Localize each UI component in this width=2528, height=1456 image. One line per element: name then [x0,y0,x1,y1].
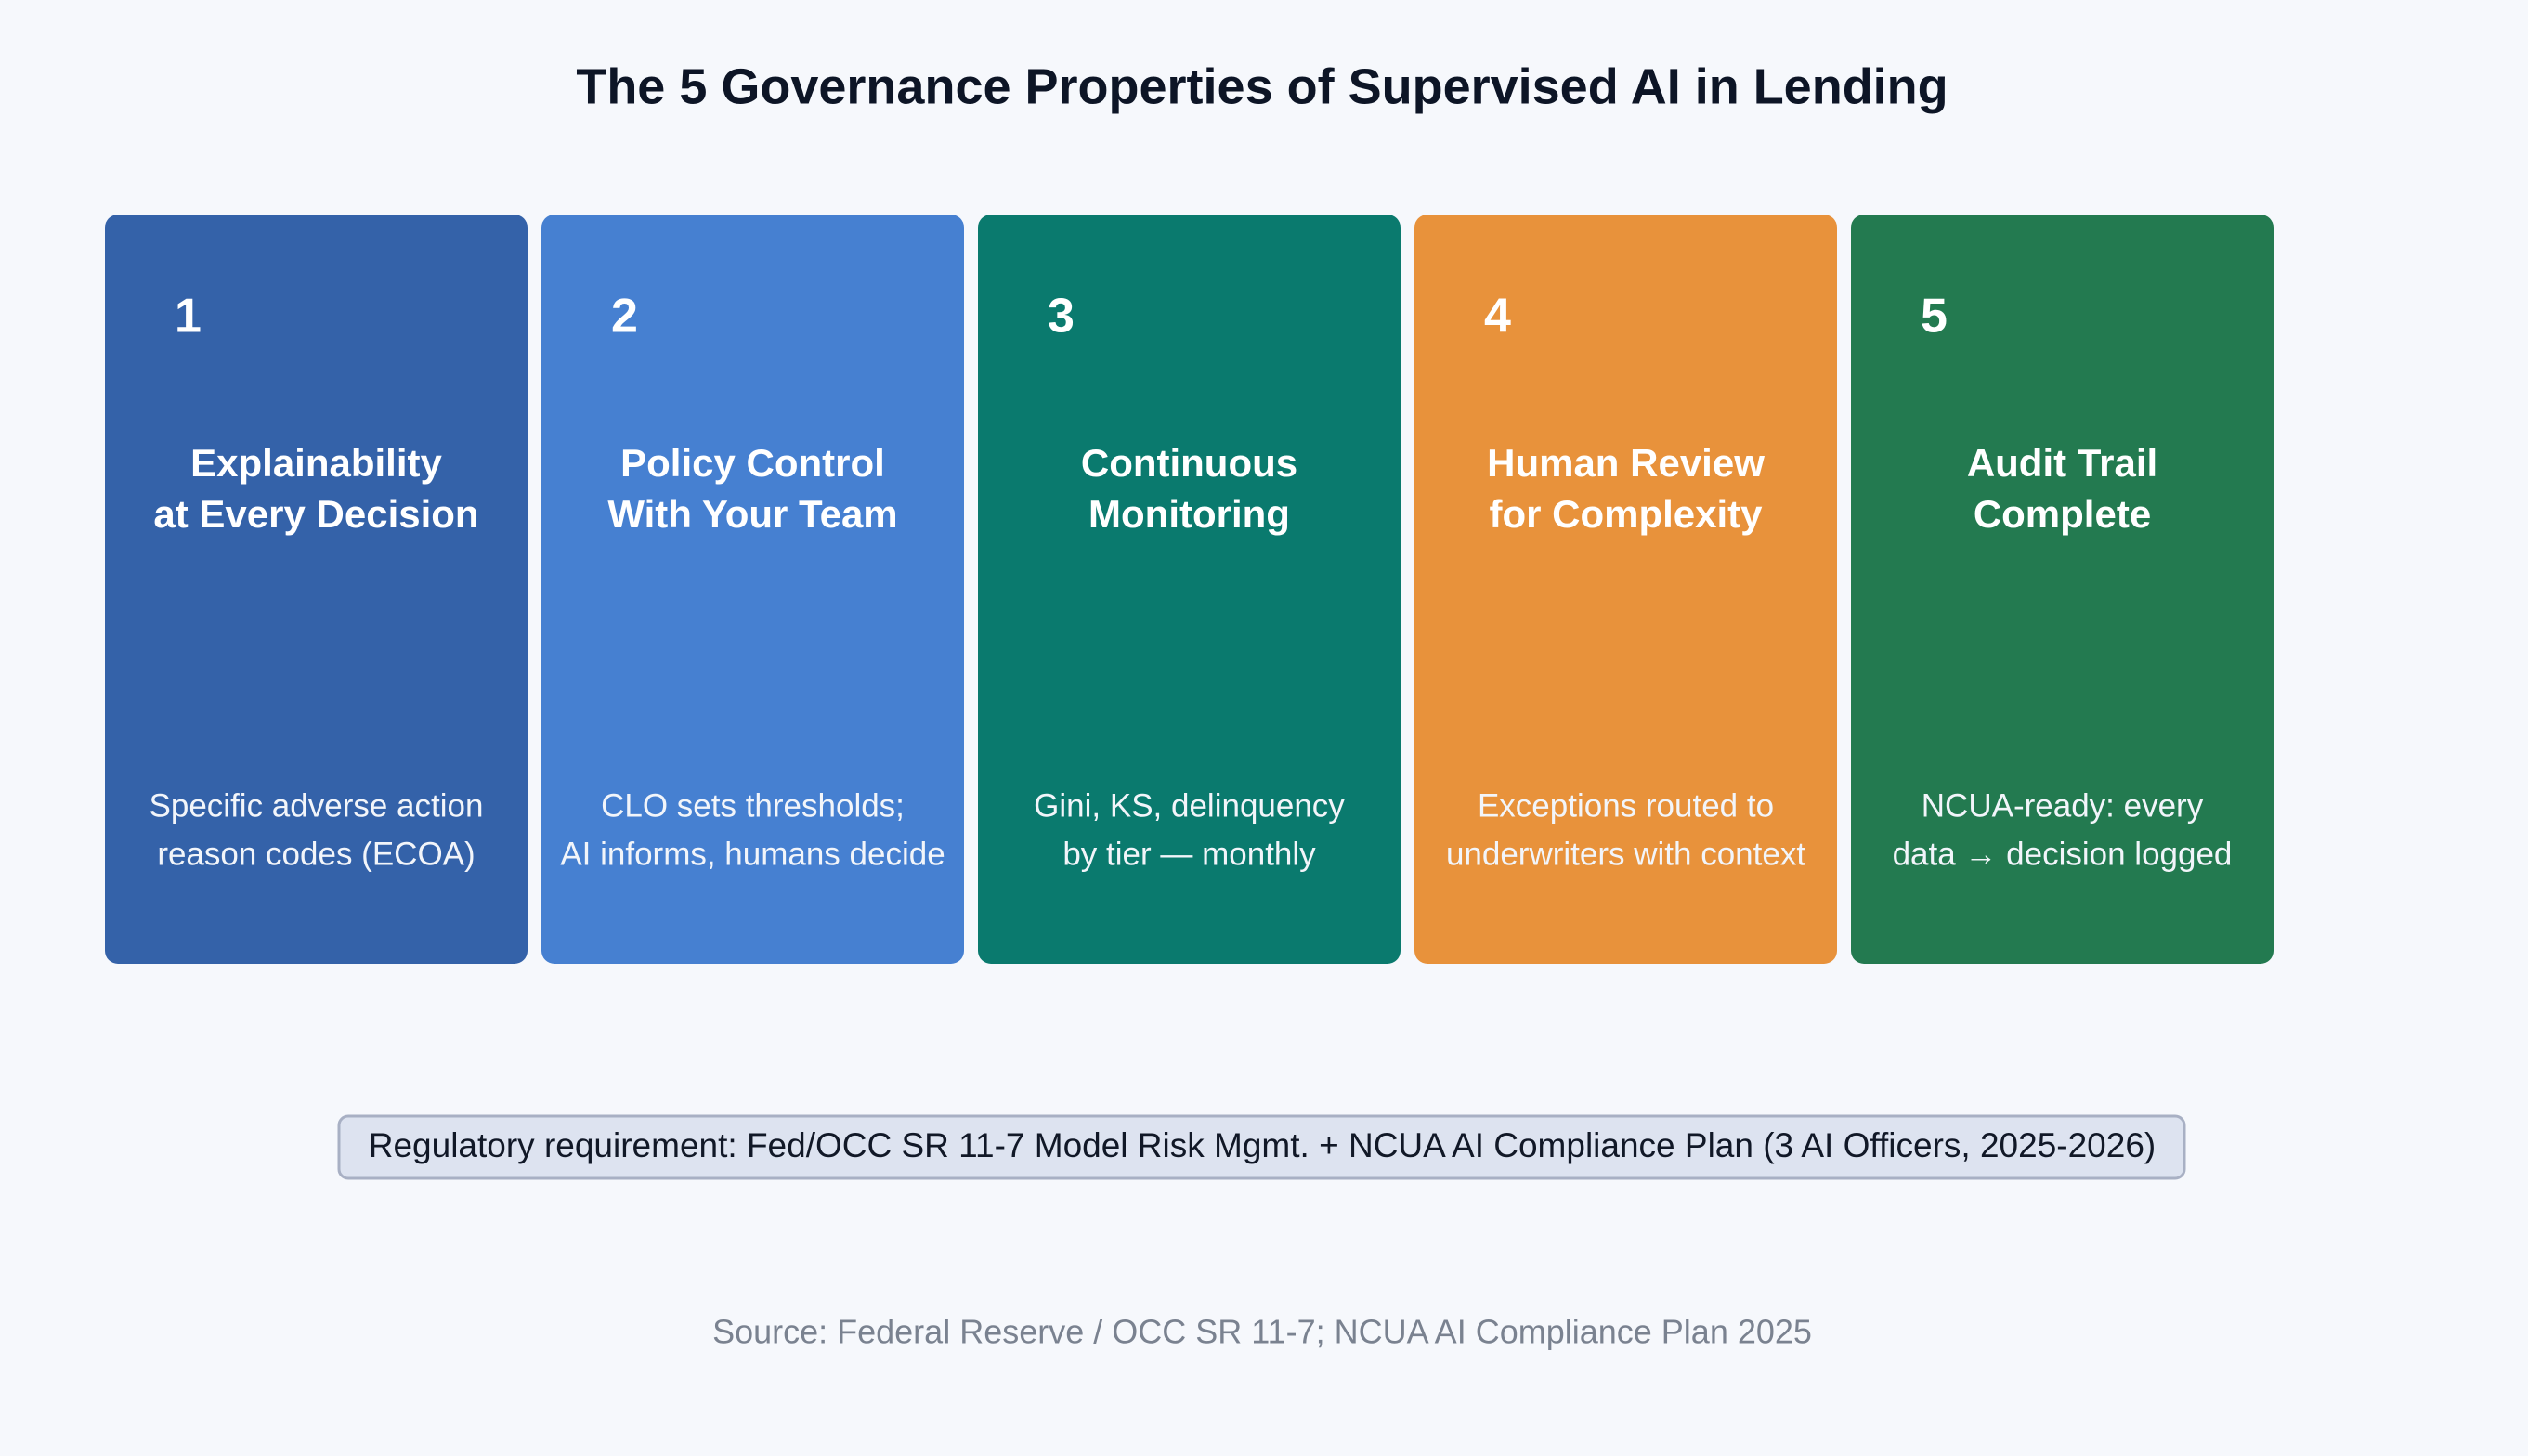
card-heading: With Your Team [607,492,897,536]
card-background [1414,214,1837,964]
card-heading: Complete [1974,492,2151,536]
card-heading: for Complexity [1489,492,1763,536]
card-heading: Continuous [1081,441,1297,485]
card-number: 1 [175,290,202,344]
card-heading: Explainability [190,441,442,485]
card: 2 Policy Control With Your Team CLO sets th… [541,214,964,964]
card-number: 5 [1921,290,1948,344]
card-description: by tier — monthly [1062,836,1316,872]
card-description: Exceptions routed to [1478,787,1774,824]
card-description: underwriters with context [1446,836,1805,872]
card: 1 Explainability at Every Decision Specific… [105,214,528,964]
card-description: Specific adverse action [150,787,484,824]
card-background [105,214,528,964]
card-description: AI informs, humans decide [560,836,945,872]
source: Source: Federal Reserve / OCC SR 11-7; N… [712,1313,1812,1351]
card-description: CLO sets thresholds; [601,787,905,824]
card-background [1851,214,2274,964]
card-number: 4 [1484,290,1511,344]
card-heading: Policy Control [620,441,885,485]
card-number: 2 [611,290,638,344]
card-description: Gini, KS, delinquency [1034,787,1345,824]
requirement-box [337,1114,2186,1180]
card: 4 Human Review for Complexity Exceptions ro… [1414,214,1837,964]
requirement: Regulatory requirement: Fed/OCC SR 11-7 … [369,1126,2156,1164]
card-heading: Human Review [1487,441,1765,485]
card-background [978,214,1401,964]
card-heading: at Every Decision [153,492,478,536]
card-heading: Monitoring [1088,492,1290,536]
cards: 1 Explainability at Every Decision Specific… [105,214,2274,964]
card-background [541,214,964,964]
card-number: 3 [1048,290,1075,344]
card-description: NCUA-ready: every [1922,787,2204,824]
card-description: data → decision logged [1893,836,2233,872]
title: The 5 Governance Properties of Supervise… [576,58,1948,114]
card-heading: Audit Trail [1967,441,2157,485]
card-description: reason codes (ECOA) [157,836,475,872]
card: 3 Continuous Monitoring Gini, KS, delinquen… [978,214,1401,964]
card: 5 Audit Trail Complete NCUA-ready: every dat… [1851,214,2274,964]
